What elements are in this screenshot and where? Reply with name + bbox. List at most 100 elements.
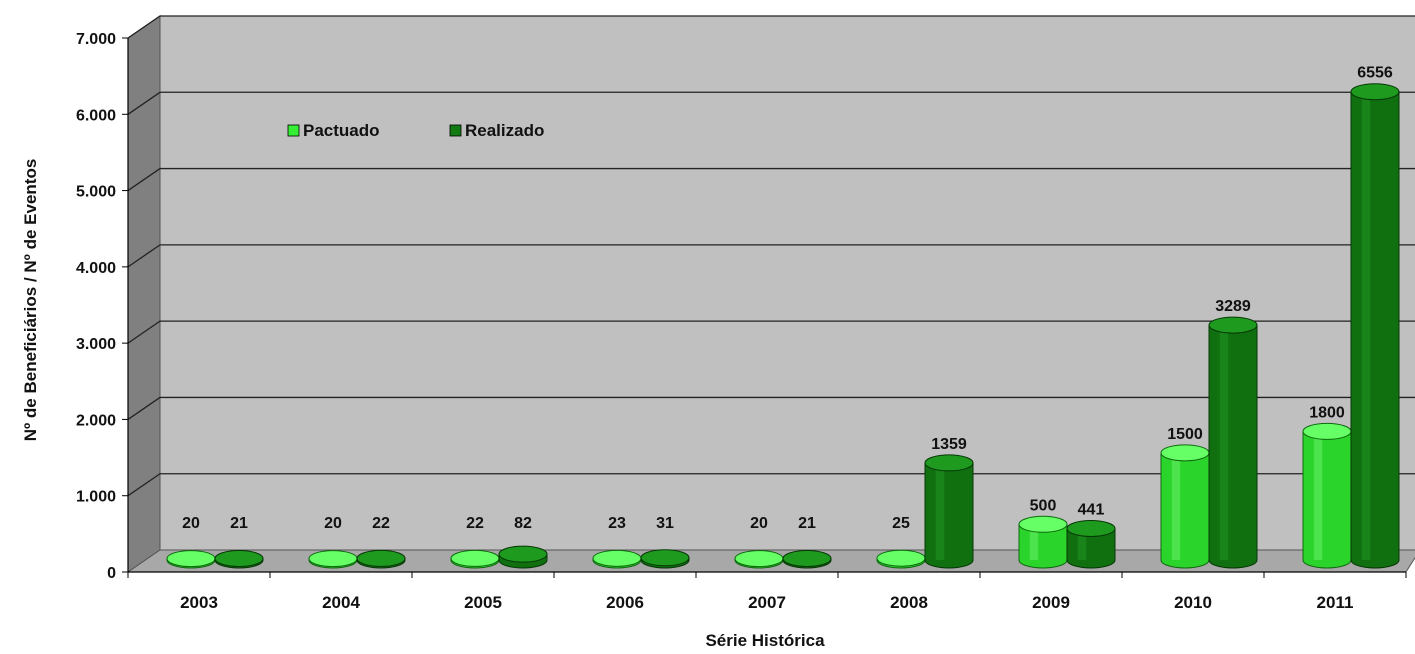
bar-body (1160, 452, 1210, 569)
bar (640, 549, 690, 569)
gridline (127, 320, 1415, 344)
legend-swatch (449, 124, 462, 137)
bar-top (592, 549, 642, 567)
bar-top (450, 549, 500, 567)
data-label: 22 (466, 515, 484, 532)
bar (876, 549, 926, 569)
y-tick-label: 0 (107, 565, 116, 582)
data-label: 20 (182, 515, 200, 532)
bar (592, 549, 642, 569)
gridline (127, 167, 1415, 192)
data-label: 1800 (1309, 404, 1345, 421)
x-tick-label: 2008 (890, 593, 928, 612)
bar (1160, 444, 1210, 569)
bar-body (924, 462, 974, 569)
bar-body (1302, 430, 1352, 569)
x-tick-label: 2006 (606, 593, 644, 612)
data-label: 31 (656, 515, 674, 532)
bar (782, 550, 832, 569)
legend-label: Realizado (465, 121, 544, 140)
data-label: 25 (892, 515, 910, 532)
bar-highlight (1077, 528, 1087, 560)
bar (308, 550, 358, 569)
bar-highlight (1313, 431, 1323, 560)
bar-body (1208, 324, 1258, 569)
data-label: 21 (230, 515, 248, 532)
bar (214, 550, 264, 569)
bar-body (1018, 523, 1068, 569)
data-label: 6556 (1357, 65, 1393, 82)
gridline (127, 15, 1415, 39)
data-label: 21 (798, 515, 816, 532)
bar (1018, 515, 1068, 569)
bar-top (1018, 515, 1068, 533)
bar-top (924, 454, 974, 472)
bar-highlight (1361, 91, 1371, 560)
bar-top (166, 550, 216, 568)
bar-top (498, 545, 548, 563)
legend-swatch (287, 124, 300, 137)
side-wall (127, 15, 161, 573)
x-tick-label: 2003 (180, 593, 218, 612)
bars: 20 20 22 23 20 25 500 1500 1800 21 22 82 31 21 1359 441… (166, 65, 1400, 569)
y-tick-label: 3.000 (76, 336, 116, 353)
x-axis-title: Série Histórica (705, 631, 825, 650)
data-label: 20 (750, 515, 768, 532)
data-label: 1359 (931, 436, 967, 453)
x-tick-label: 2011 (1317, 593, 1354, 612)
y-tick-label: 6.000 (76, 107, 116, 124)
gridline (127, 244, 1415, 268)
gridline (127, 473, 1415, 497)
bar-highlight (1029, 524, 1039, 560)
x-tick-label: 2009 (1032, 593, 1070, 612)
bar (1208, 316, 1258, 569)
bar-top (1302, 422, 1352, 440)
data-label: 82 (514, 515, 532, 532)
bar-highlight (1171, 452, 1181, 560)
bar (356, 549, 406, 569)
bar (1302, 422, 1352, 569)
bar (166, 550, 216, 569)
data-label: 22 (372, 515, 390, 532)
legend-label: Pactuado (303, 121, 380, 140)
data-label: 1500 (1167, 426, 1203, 443)
bar (1350, 83, 1400, 569)
bar-top (308, 550, 358, 568)
data-label: 441 (1078, 502, 1105, 519)
data-label: 500 (1030, 497, 1057, 514)
gridline (127, 91, 1415, 115)
x-tick-label: 2007 (748, 593, 786, 612)
bar (924, 454, 974, 569)
data-label: 23 (608, 515, 626, 532)
bar-body (1066, 528, 1116, 569)
bar-top (1350, 83, 1400, 101)
x-tick-label: 2010 (1174, 593, 1212, 612)
bar-top (356, 549, 406, 567)
data-label: 3289 (1215, 298, 1251, 315)
bar-top (640, 549, 690, 567)
bar (1066, 520, 1116, 569)
gridline (127, 396, 1415, 420)
y-tick-label: 5.000 (76, 184, 116, 201)
bar-top (214, 550, 264, 567)
bar-top (876, 549, 926, 567)
bar (450, 549, 500, 569)
bar-body (1350, 91, 1400, 569)
y-tick-label: 1.000 (76, 489, 116, 506)
bar (734, 550, 784, 569)
bar (498, 545, 548, 569)
y-axis-title: Nº de Beneficiários / Nº de Eventos (21, 159, 40, 442)
y-tick-label: 4.000 (76, 260, 116, 277)
x-tick-label: 2005 (464, 593, 502, 612)
legend: Pactuado Realizado (287, 121, 544, 140)
data-label: 20 (324, 515, 342, 532)
bar-top (1160, 444, 1210, 462)
bar-top (734, 550, 784, 568)
gridlines (127, 15, 1415, 497)
axes: 0 1.000 2.000 3.000 4.000 5.000 6.000 7.000 2003… (76, 31, 1407, 612)
y-tick-label: 2.000 (76, 412, 116, 429)
x-tick-label: 2004 (322, 593, 360, 612)
bar-top (782, 550, 832, 567)
bar-top (1208, 316, 1258, 334)
